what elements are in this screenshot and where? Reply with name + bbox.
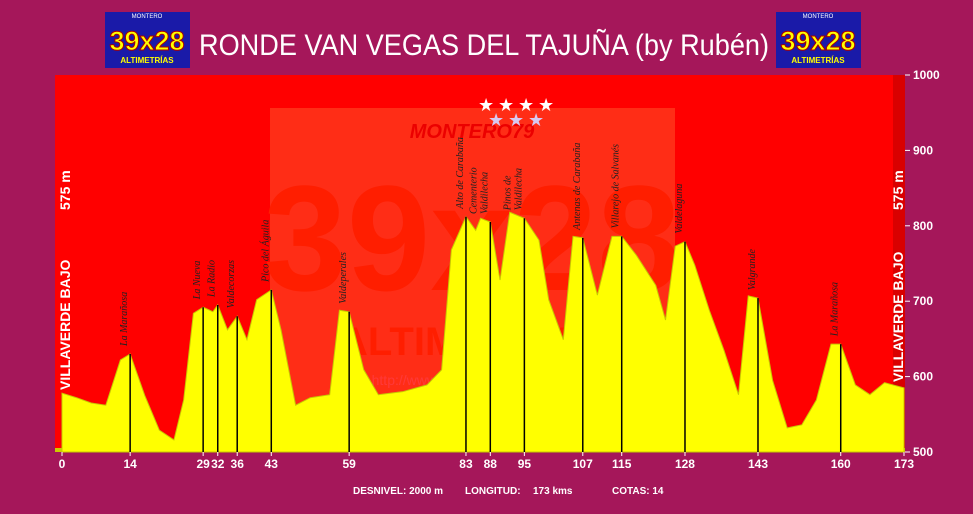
end-alt: 575 m [890,170,906,210]
peak-label: Valdecorzas [226,260,237,308]
star: ★ [498,95,514,115]
x-tick-label: 95 [518,457,532,471]
x-tick-label: 36 [231,457,245,471]
logo-text: ALTIMETRÍAS [791,56,845,65]
x-tick-label: 88 [484,457,498,471]
y-tick-label: 600 [913,370,933,384]
peak-label: Valgrande [747,249,758,291]
watermark-text: MONTERO79 [410,121,535,143]
footer-text: COTAS: 14 [612,486,664,497]
logo-text: MONTERO [132,14,163,20]
logo-box [776,12,861,68]
peak-label: Valdilecha [479,172,490,214]
x-tick-label: 83 [459,457,473,471]
peak-label: Alto de Carabaña [455,137,466,210]
logo-text: 39x28 [109,26,184,56]
peak-label: La Radio [207,260,218,298]
peak-label: Valdilecha [513,168,524,210]
star: ★ [488,110,504,130]
logo: MONTERO 39x28 ALTIMETRÍAS MONTERO 39x28 … [105,12,861,68]
peak-label: Valdeperales [338,252,349,304]
x-tick-label: 143 [748,457,768,471]
profile-area [61,211,905,453]
star: ★ [538,95,554,115]
star: ★ [508,110,524,130]
y-tick-label: 900 [913,143,933,157]
logo-text: ALTIMETRÍAS [120,56,174,65]
star: ★ [478,95,494,115]
x-tick-label: 59 [342,457,356,471]
footer-text: LONGITUD: [465,486,521,497]
logo-text: 39x28 [780,26,855,56]
star: ★ [528,110,544,130]
y-tick-label: 500 [913,445,933,459]
chart-title: RONDE VAN VEGAS DEL TAJUÑA (by Rubén) [199,28,769,62]
x-tick-label: 173 [894,457,914,471]
start-label: VILLAVERDE BAJO [57,259,73,390]
start-alt: 575 m [57,170,73,210]
x-tick-label: 29 [196,457,210,471]
peak-label: La Marañosa [119,292,130,347]
x-tick-label: 0 [59,457,66,471]
peak-label: Villarejo de Salvanés [611,144,622,229]
logo-text: MONTERO [803,14,834,20]
peak-label: Pico del Águila [259,220,271,283]
peak-label: Cementerio [468,167,479,214]
x-tick-label: 115 [612,457,632,471]
end-label: VILLAVERDE BAJO [890,251,906,382]
peak-label: La Marañosa [830,282,841,337]
x-tick-label: 43 [265,457,279,471]
stars: ★ ★ ★ ★ ★ ★ ★ [478,95,554,130]
star: ★ [518,95,534,115]
x-tick-label: 14 [123,457,137,471]
y-tick-label: 1000 [913,68,940,82]
y-tick-label: 800 [913,219,933,233]
plot-side [893,75,905,452]
peak-label: Antenas de Carabaña [572,143,583,231]
peak-label: Valdelaguna [674,184,685,234]
footer-text: DESNIVEL: 2000 m [353,486,443,497]
x-tick-label: 128 [675,457,695,471]
peak-label: La Nueva [192,261,203,301]
peak-label: Pinos de [502,175,513,211]
x-tick-label: 107 [573,457,593,471]
logo-box [105,12,190,68]
footer-text: 173 kms [533,486,573,497]
x-tick-label: 32 [211,457,225,471]
x-tick-label: 160 [831,457,851,471]
y-tick-label: 700 [913,294,933,308]
